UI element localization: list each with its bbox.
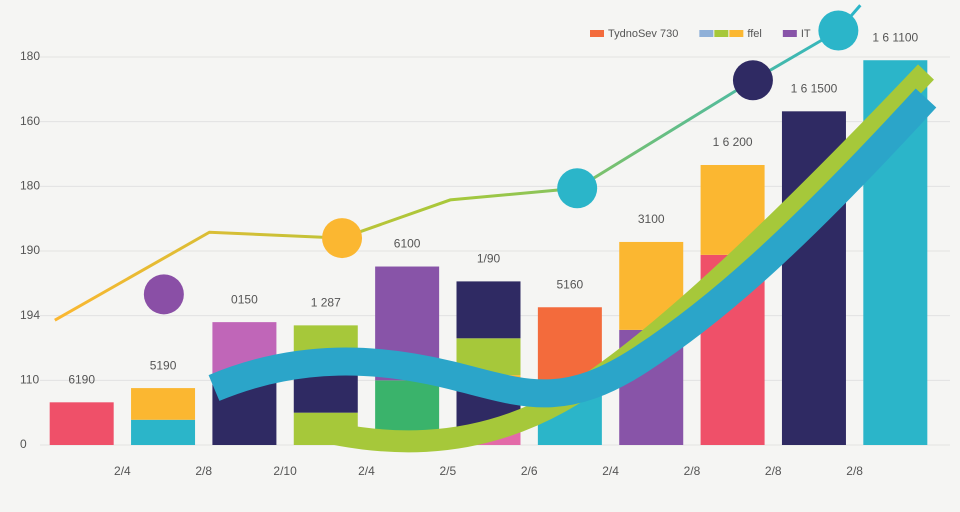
bar-value-label: 6100 xyxy=(394,237,421,251)
marker xyxy=(143,274,184,315)
cyan-ribbon xyxy=(208,88,937,408)
legend-swatch xyxy=(782,30,797,37)
y-tick-label: 194 xyxy=(20,308,40,322)
marker xyxy=(322,218,363,259)
y-tick-label: 190 xyxy=(20,243,40,257)
y-tick-label: 180 xyxy=(20,179,40,193)
marker xyxy=(818,10,859,51)
bar-segment xyxy=(49,402,114,445)
legend-swatch xyxy=(729,30,744,37)
bar-value-label: 5160 xyxy=(557,277,584,291)
y-tick-label: 160 xyxy=(20,114,40,128)
legend-swatch xyxy=(699,30,714,37)
x-tick-label: 2/8 xyxy=(684,464,701,478)
x-tick-label: 2/10 xyxy=(273,464,297,478)
bar-value-label: 6190 xyxy=(68,372,95,386)
x-tick-label: 2/4 xyxy=(602,464,619,478)
bar-value-label: 1/90 xyxy=(477,252,501,266)
x-tick-label: 2/8 xyxy=(846,464,863,478)
x-tick-label: 2/6 xyxy=(521,464,538,478)
legend-swatch xyxy=(590,30,604,37)
bar-segment xyxy=(131,388,196,420)
bar-value-label: 3100 xyxy=(638,212,665,226)
x-tick-label: 2/5 xyxy=(439,464,456,478)
bar-value-label: 0150 xyxy=(231,292,258,306)
marker xyxy=(557,168,598,209)
legend-label: TydnoSev 730 xyxy=(608,28,678,40)
bar-value-label: 5190 xyxy=(150,358,177,372)
legend-label: IT xyxy=(801,28,811,40)
bar-segment xyxy=(456,281,521,339)
bar-value-label: 1 6 200 xyxy=(713,135,753,149)
bar-segment xyxy=(131,419,196,445)
legend-swatch xyxy=(714,30,729,37)
y-tick-label: 180 xyxy=(20,49,40,63)
bar-value-label: 1 6 1500 xyxy=(791,81,838,95)
bar-value-label: 1 287 xyxy=(311,296,341,310)
x-tick-label: 2/4 xyxy=(358,464,375,478)
bar-value-label: 1 6 1100 xyxy=(872,30,918,44)
marker xyxy=(732,60,773,101)
x-tick-label: 2/4 xyxy=(114,464,131,478)
y-tick-label: 0 xyxy=(20,437,27,451)
x-tick-label: 2/8 xyxy=(765,464,782,478)
y-tick-label: 110 xyxy=(20,373,39,387)
legend-label: ffel xyxy=(747,28,761,40)
ribbons xyxy=(208,64,937,453)
bar-segment xyxy=(537,307,602,381)
x-tick-label: 2/8 xyxy=(195,464,212,478)
